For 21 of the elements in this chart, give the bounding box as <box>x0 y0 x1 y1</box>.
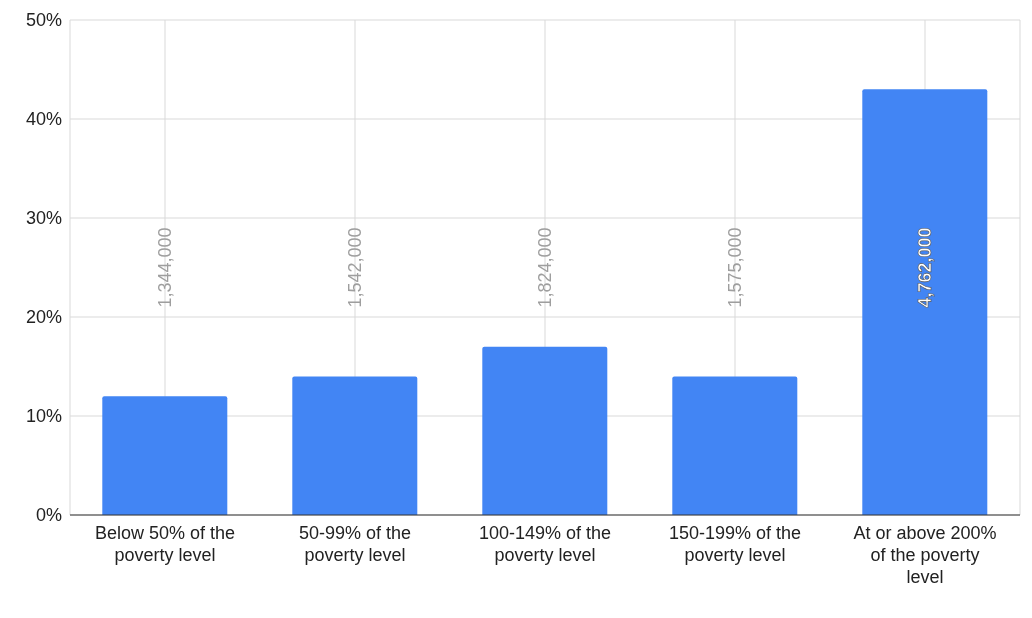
annotation: 1,575,000 <box>725 227 745 308</box>
bar <box>482 346 608 515</box>
y-tick-label: 40% <box>25 109 62 130</box>
x-tick-label: At or above 200% of the poverty level <box>853 523 997 587</box>
x-tick-label: 50-99% of the poverty level <box>298 523 412 565</box>
annotation: 1,542,000 <box>345 227 365 308</box>
y-tick-label: 50% <box>25 10 62 31</box>
y-tick-label: 20% <box>25 307 62 328</box>
annotation: 4,762,000 <box>915 227 935 308</box>
annotation: 1,344,000 <box>155 227 175 308</box>
y-tick-label: 0% <box>35 505 62 526</box>
x-tick-label: Below 50% of the poverty level <box>94 523 236 565</box>
bar <box>672 376 798 515</box>
bar <box>102 396 228 515</box>
bar <box>292 376 418 515</box>
x-tick-label: 150-199% of the poverty level <box>668 523 802 565</box>
y-tick-label: 10% <box>25 406 62 427</box>
x-tick-label: 100-149% of the poverty level <box>478 523 612 565</box>
annotation: 1,824,000 <box>535 227 555 308</box>
y-tick-label: 30% <box>25 208 62 229</box>
bar <box>862 89 988 515</box>
